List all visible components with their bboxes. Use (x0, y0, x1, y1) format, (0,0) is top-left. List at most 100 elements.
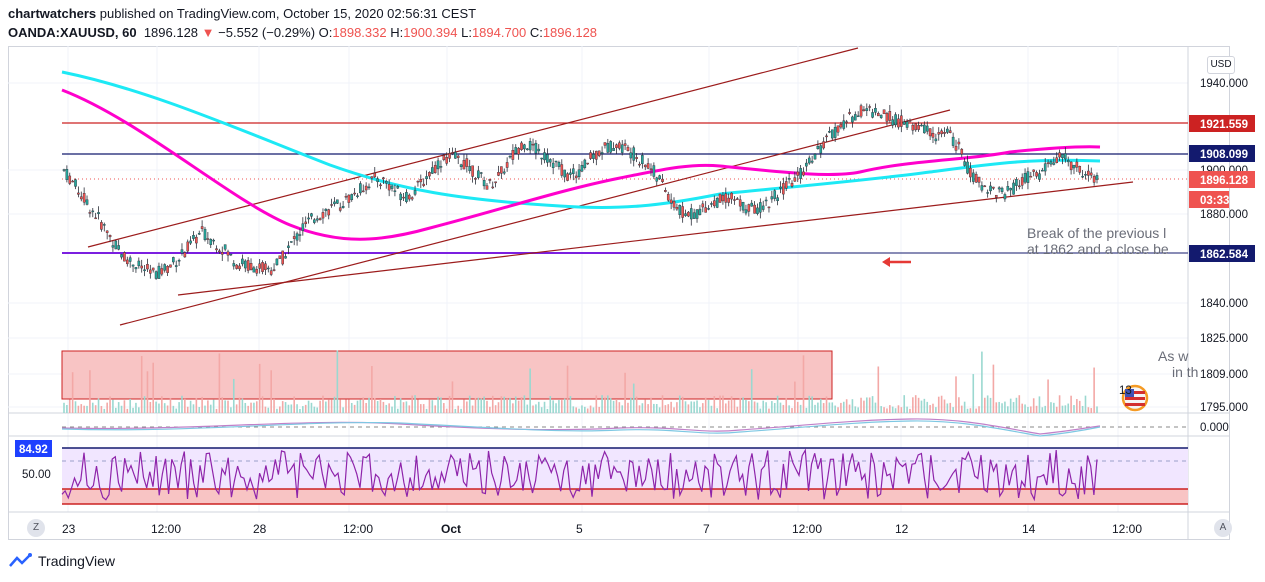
volume-bar (589, 405, 592, 413)
candle (810, 155, 814, 164)
candle (888, 105, 892, 123)
candle (957, 138, 961, 150)
candle (741, 201, 745, 214)
currency-button[interactable]: USD (1207, 56, 1235, 74)
candle (114, 239, 118, 250)
volume-bar (270, 370, 272, 413)
volume-bar (673, 407, 675, 413)
volume-bar (1041, 407, 1044, 413)
candle (359, 181, 362, 196)
volume-bar (463, 399, 465, 413)
volume-bar (817, 402, 819, 413)
candle (641, 152, 644, 169)
volume-bar (143, 396, 146, 413)
candle (416, 180, 420, 187)
x-tick: 12:00 (343, 522, 373, 536)
volume-bar (509, 397, 511, 413)
volume-bar (417, 399, 419, 413)
candle (931, 126, 935, 143)
candle (206, 232, 210, 245)
zoom-button[interactable]: Z (27, 519, 45, 537)
volume-bar (420, 404, 422, 413)
candle (715, 196, 719, 209)
volume-bar (394, 395, 396, 413)
candle (580, 161, 584, 173)
volume-bar (431, 400, 434, 413)
candle (1075, 158, 1079, 172)
channel-lower-line[interactable] (119, 109, 951, 326)
volume-bar (86, 405, 88, 413)
volume-bar (894, 408, 897, 413)
volume-bar (799, 404, 802, 413)
ma-slow-line[interactable] (61, 70, 1101, 209)
volume-bar (287, 404, 290, 413)
candle (802, 167, 805, 177)
volume-bar (765, 402, 767, 413)
candle (960, 148, 964, 158)
trendline-support[interactable] (177, 181, 1134, 296)
candle (807, 155, 811, 165)
volume-bar (584, 406, 586, 413)
candle (799, 165, 802, 184)
volume-bar (883, 407, 885, 413)
candle (166, 265, 169, 276)
tradingview-brand[interactable]: TradingView (8, 552, 115, 570)
candle (736, 197, 739, 200)
candle (856, 111, 860, 118)
candle (102, 222, 106, 232)
candle (966, 155, 969, 175)
candle (759, 198, 762, 219)
oscillator-tick: 0.000 (1200, 422, 1229, 434)
volume-bar (129, 398, 131, 413)
candle (756, 203, 759, 216)
candle (333, 197, 336, 207)
volume-bar (445, 408, 448, 413)
volume-bar (299, 408, 301, 413)
volume-bar (566, 365, 569, 413)
candle (868, 104, 871, 112)
ma-fast-line[interactable] (61, 88, 1101, 241)
candle (689, 203, 693, 226)
volume-bar (782, 404, 785, 413)
candle (669, 193, 673, 210)
volume-bar (1078, 400, 1081, 413)
candle (442, 153, 446, 162)
volume-bar (592, 407, 595, 413)
candle (105, 230, 109, 240)
candle (520, 141, 523, 151)
volume-bar (408, 405, 411, 413)
candle (301, 217, 305, 236)
volume-bar (978, 406, 980, 413)
volume-bar (235, 404, 238, 413)
volume-bar (802, 355, 805, 413)
candle (249, 258, 253, 271)
us-flag-icon[interactable] (1121, 384, 1149, 412)
auto-scale-button[interactable]: A (1214, 519, 1232, 537)
candle (548, 158, 552, 167)
candle (701, 200, 705, 213)
channel-upper-line[interactable] (87, 47, 859, 248)
x-tick: 12:00 (1112, 522, 1142, 536)
candle (77, 186, 80, 198)
rsi-line[interactable] (61, 448, 1098, 502)
candle (169, 264, 172, 268)
volume-bar (624, 372, 626, 413)
volume-bar (992, 364, 995, 413)
volume-bar (701, 403, 704, 413)
symbol-label[interactable]: OANDA:XAUUSD, 60 (8, 25, 137, 40)
candle (431, 161, 434, 175)
candle (361, 184, 365, 193)
volume-bar (868, 397, 871, 413)
volume-bar (739, 398, 741, 413)
volume-bar (532, 405, 534, 413)
volume-bar (342, 407, 344, 413)
volume-zone[interactable] (61, 350, 833, 400)
volume-bar (842, 401, 845, 413)
volume-bar (877, 366, 880, 413)
volume-bar (425, 408, 428, 413)
volume-bar (975, 408, 977, 413)
candle (859, 103, 863, 119)
volume-bar (762, 400, 765, 413)
candle (223, 244, 227, 252)
